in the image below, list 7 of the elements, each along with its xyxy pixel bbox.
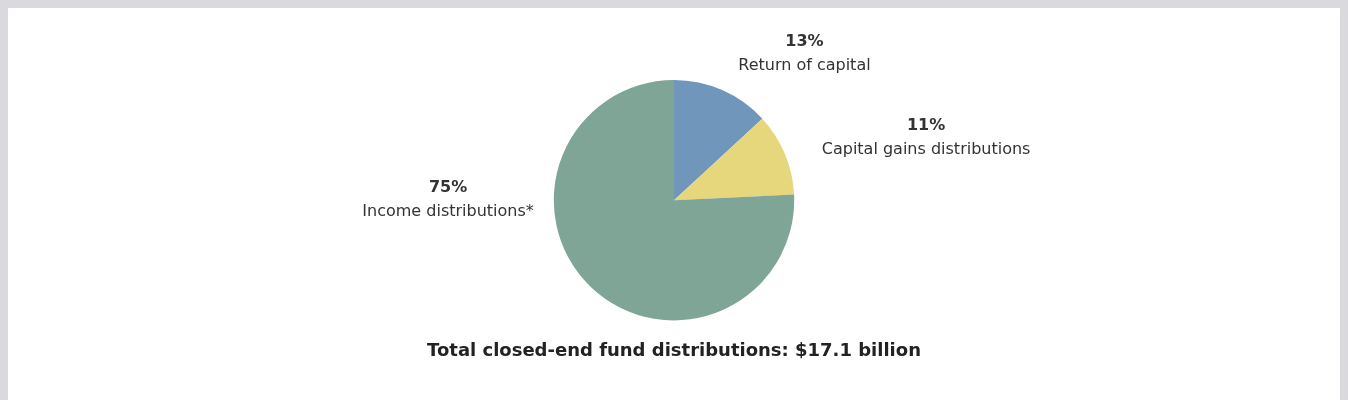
data-label: 11% bbox=[906, 115, 946, 135]
slice-label: Income distributions* bbox=[362, 201, 534, 221]
slice-label: Return of capital bbox=[738, 54, 871, 74]
data-label: 13% bbox=[785, 30, 824, 50]
slice-label: Capital gains distributions bbox=[821, 139, 1031, 159]
data-label: 75% bbox=[428, 177, 468, 197]
text: Total closed-end fund distributions: $17.1 billion bbox=[427, 338, 921, 360]
